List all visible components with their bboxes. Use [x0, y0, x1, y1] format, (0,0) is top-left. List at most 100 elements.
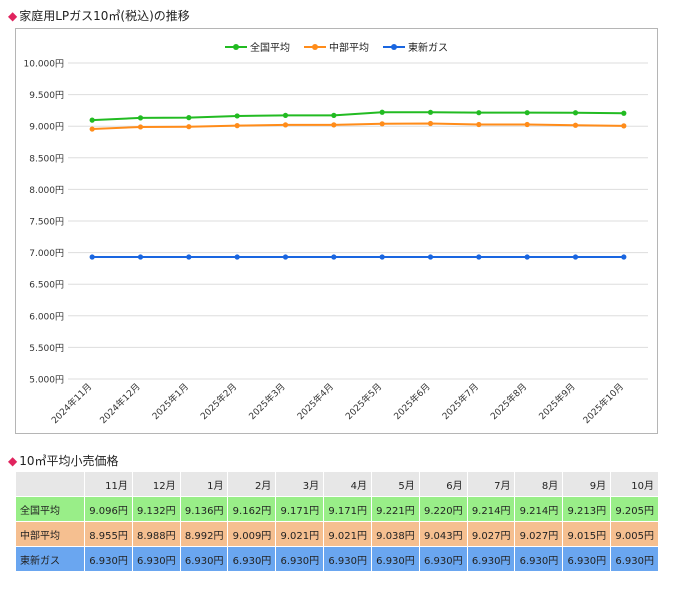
chart-heading: ◆ 家庭用LPガス10㎥(税込)の推移 — [8, 7, 190, 24]
price-cell: 9.021円 — [276, 522, 324, 546]
y-tick-label: 10.000円 — [24, 59, 65, 70]
data-point — [379, 254, 385, 260]
y-tick-label: 5.500円 — [29, 343, 64, 354]
price-cell: 9.015円 — [563, 522, 611, 546]
price-cell: 6.930円 — [228, 547, 276, 571]
data-point — [89, 126, 95, 132]
diamond-marker-icon: ◆ — [8, 8, 18, 23]
price-cell: 9.027円 — [515, 522, 563, 546]
x-tick-label: 2025年2月 — [198, 381, 239, 422]
data-point — [379, 121, 385, 127]
data-point — [89, 254, 95, 260]
chart-legend: 全国平均 中部平均 東新ガス — [16, 39, 657, 54]
month-header: 1月 — [180, 472, 228, 496]
data-point — [282, 122, 289, 128]
price-cell: 9.213円 — [563, 497, 611, 521]
data-point — [524, 110, 530, 116]
price-cell: 8.988円 — [132, 522, 180, 546]
legend-swatch-icon — [304, 43, 326, 51]
month-header: 3月 — [276, 472, 324, 496]
row-label: 中部平均 — [16, 522, 84, 546]
line-chart: 全国平均 中部平均 東新ガス 10.000円 9.500円 9.000円 8.500円 8.… — [15, 28, 658, 434]
price-cell: 9.038円 — [371, 522, 419, 546]
data-point — [234, 254, 240, 260]
x-tick-label: 2025年10月 — [580, 381, 626, 427]
data-point — [621, 110, 627, 116]
price-cell: 6.930円 — [276, 547, 324, 571]
data-point — [137, 124, 144, 130]
data-point — [137, 254, 144, 260]
legend-label: 全国平均 — [250, 43, 290, 54]
data-point — [331, 254, 337, 260]
data-point — [186, 124, 192, 130]
data-point — [331, 122, 337, 128]
price-cell: 9.221円 — [371, 497, 419, 521]
legend-label: 東新ガス — [408, 43, 448, 54]
y-tick-label: 6.000円 — [29, 311, 64, 322]
price-cell: 9.171円 — [324, 497, 371, 521]
data-point — [476, 121, 482, 128]
data-point — [476, 254, 482, 260]
month-header: 9月 — [563, 472, 611, 496]
price-cell: 6.930円 — [180, 547, 228, 571]
price-cell: 9.005円 — [611, 522, 658, 546]
legend-swatch-icon — [225, 43, 247, 51]
price-cell: 9.214円 — [515, 497, 563, 521]
table-title: 10㎥平均小売価格 — [19, 454, 119, 468]
x-tick-label: 2024年11月 — [49, 381, 95, 427]
table-row: 東新ガス 6.930円 6.930円 6.930円 6.930円 6.930円 6.930円… — [16, 547, 658, 571]
data-point — [186, 115, 192, 121]
month-header: 6月 — [419, 472, 467, 496]
data-point — [427, 109, 434, 115]
month-header: 2月 — [228, 472, 276, 496]
price-cell: 9.220円 — [419, 497, 467, 521]
month-header: 8月 — [515, 472, 563, 496]
table-header-row: 11月 12月 1月 2月 3月 4月 5月 6月 7月 8月 9月 10月 — [16, 472, 658, 496]
price-cell: 6.930円 — [515, 547, 563, 571]
data-point — [427, 254, 434, 260]
series-line — [92, 111, 624, 122]
y-tick-label: 7.000円 — [29, 248, 64, 259]
price-cell: 6.930円 — [132, 547, 180, 571]
legend-item: 全国平均 — [225, 39, 290, 54]
price-cell: 9.205円 — [611, 497, 658, 521]
data-point — [89, 117, 95, 123]
y-tick-label: 8.000円 — [29, 185, 64, 196]
price-cell: 9.214円 — [467, 497, 515, 521]
y-tick-label: 7.500円 — [29, 217, 64, 228]
x-tick-label: 2025年9月 — [536, 381, 577, 422]
x-tick-label: 2025年4月 — [294, 381, 335, 422]
chart-title: 家庭用LPガス10㎥(税込)の推移 — [19, 9, 190, 23]
price-cell: 6.930円 — [324, 547, 371, 571]
legend-item: 東新ガス — [383, 39, 448, 54]
month-header: 7月 — [467, 472, 515, 496]
y-tick-label: 9.000円 — [29, 122, 64, 133]
month-header: 5月 — [371, 472, 419, 496]
data-point — [572, 110, 579, 116]
price-cell: 9.009円 — [228, 522, 276, 546]
y-tick-label: 8.500円 — [29, 153, 64, 164]
x-tick-label: 2025年8月 — [488, 381, 529, 422]
diamond-marker-icon: ◆ — [8, 453, 18, 468]
data-point — [282, 254, 289, 260]
table-row: 中部平均 8.955円 8.988円 8.992円 9.009円 9.021円 9.021円… — [16, 522, 658, 546]
month-header: 12月 — [132, 472, 180, 496]
legend-swatch-icon — [383, 43, 405, 51]
data-point — [621, 254, 627, 260]
data-point — [282, 112, 289, 118]
price-cell: 9.136円 — [180, 497, 228, 521]
data-point — [234, 113, 240, 119]
chart-plot: 10.000円 9.500円 9.000円 8.500円 8.000円 7.500円 7.0… — [24, 59, 648, 427]
table-heading: ◆ 10㎥平均小売価格 — [8, 452, 119, 469]
y-tick-label: 6.500円 — [29, 280, 64, 291]
price-cell: 9.027円 — [467, 522, 515, 546]
y-tick-label: 9.500円 — [29, 90, 64, 101]
legend-item: 中部平均 — [304, 39, 369, 54]
series-line — [92, 122, 624, 131]
price-cell: 9.132円 — [132, 497, 180, 521]
data-point — [186, 254, 192, 260]
data-point — [621, 123, 627, 129]
month-header: 11月 — [85, 472, 132, 496]
x-tick-label: 2025年1月 — [149, 381, 190, 422]
price-cell: 9.096円 — [85, 497, 132, 521]
